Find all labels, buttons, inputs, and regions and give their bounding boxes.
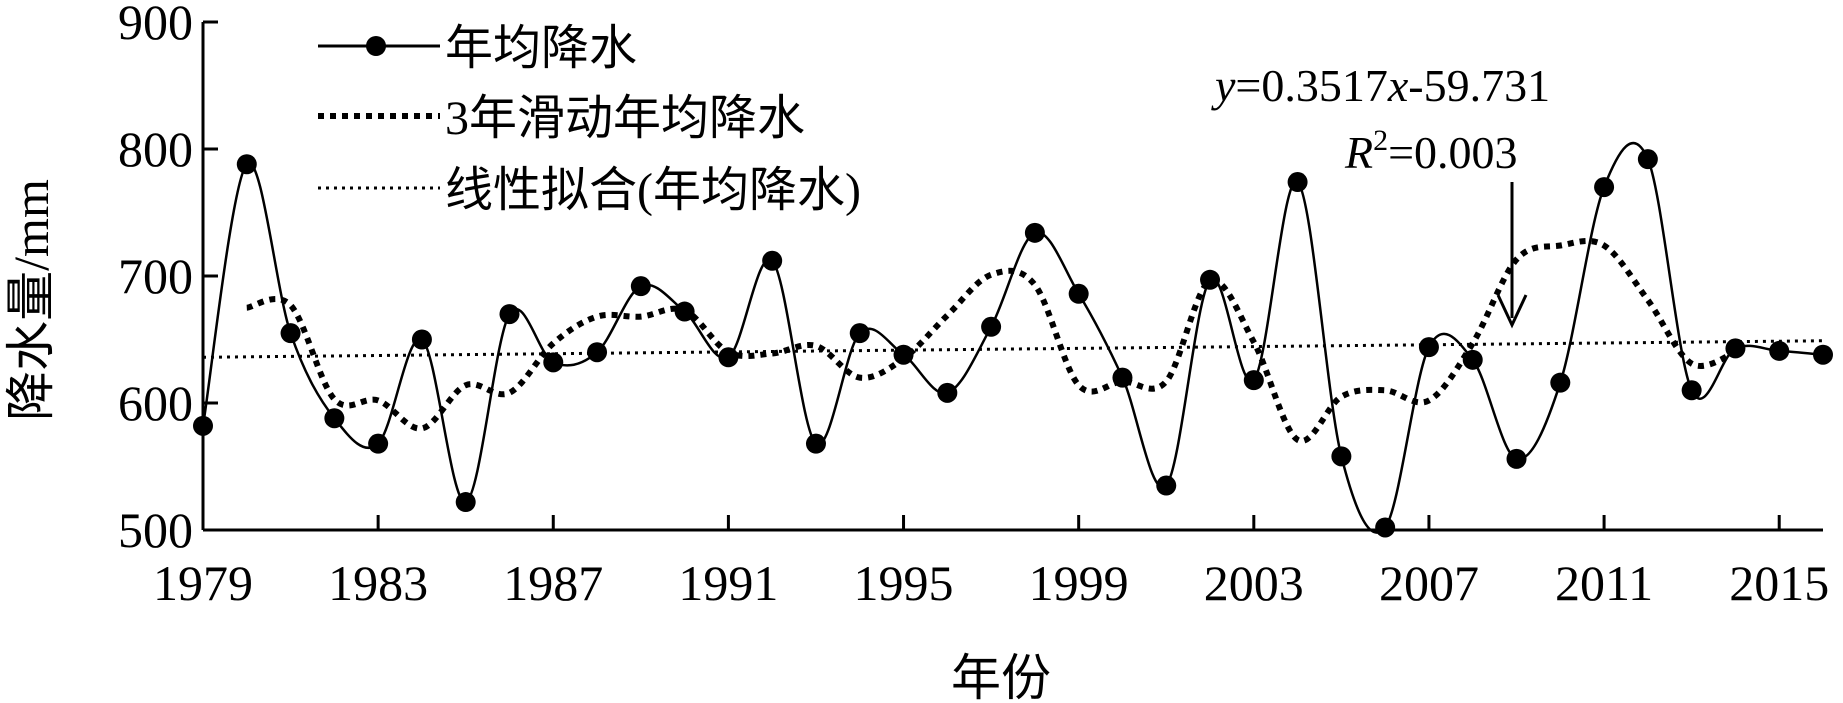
x-tick-label: 1991 — [678, 555, 778, 611]
data-point-annual — [280, 323, 301, 344]
r-squared: R2=0.003 — [1344, 124, 1518, 178]
x-axis-title: 年份 — [951, 650, 1051, 703]
data-point-annual — [1287, 172, 1308, 193]
x-tick-label: 2015 — [1729, 555, 1829, 611]
data-point-annual — [893, 344, 914, 365]
data-point-annual — [1594, 177, 1615, 198]
x-tick-label: 1983 — [328, 555, 428, 611]
data-point-annual — [587, 342, 608, 363]
data-point-annual — [1418, 337, 1439, 358]
x-tick-label: 1987 — [503, 555, 603, 611]
legend-label-moving: 3年滑动年均降水 — [445, 92, 805, 145]
data-point-annual — [1813, 344, 1833, 365]
data-point-annual — [630, 276, 651, 297]
y-tick-label: 500 — [118, 502, 193, 558]
data-point-annual — [1681, 380, 1702, 401]
data-point-annual — [1331, 446, 1352, 467]
data-point-annual — [1068, 283, 1089, 304]
legend-item-linear-fit: 线性拟合(年均降水) — [318, 164, 861, 217]
data-point-annual — [236, 154, 257, 175]
axes — [201, 20, 1823, 532]
data-point-annual — [368, 433, 389, 454]
legend-item-moving-average: 3年滑动年均降水 — [318, 92, 805, 145]
data-point-annual — [718, 347, 739, 368]
annotation-arrow-head — [1496, 294, 1528, 329]
regression-equation: y=0.3517x-59.731 — [1211, 60, 1550, 111]
legend-label-fit: 线性拟合(年均降水) — [445, 164, 861, 217]
data-point-annual — [1462, 349, 1483, 370]
series-moving-average-line — [246, 237, 1737, 444]
data-point-annual — [324, 408, 345, 429]
data-point-annual — [499, 304, 520, 325]
y-tick-label: 700 — [118, 248, 193, 304]
data-point-annual — [1637, 149, 1658, 170]
data-point-annual — [1200, 269, 1221, 290]
data-point-annual — [805, 433, 826, 454]
x-tick-label: 2007 — [1379, 555, 1479, 611]
data-point-annual — [1550, 372, 1571, 393]
legend-item-annual-precip: 年均降水 — [318, 22, 637, 75]
y-tick-label: 800 — [118, 121, 193, 177]
plot-series — [193, 141, 1833, 538]
x-tick-label: 2003 — [1204, 555, 1304, 611]
x-tick-label: 1995 — [854, 555, 954, 611]
data-point-annual — [1769, 340, 1790, 361]
data-point-annual — [981, 316, 1002, 337]
legend-label-annual: 年均降水 — [445, 22, 637, 75]
data-point-annual — [1506, 448, 1527, 469]
y-tick-label: 900 — [118, 0, 193, 50]
series-linear-fit-line — [202, 339, 1824, 359]
x-tick-label: 1999 — [1029, 555, 1129, 611]
data-point-annual — [1156, 475, 1177, 496]
regression-annotation: y=0.3517x-59.731 R2=0.003 — [1211, 60, 1550, 329]
x-tick-label: 2011 — [1555, 555, 1653, 611]
data-point-annual — [1243, 370, 1264, 391]
data-point-annual — [455, 492, 476, 513]
data-point-annual — [674, 301, 695, 322]
y-tick-label: 600 — [118, 375, 193, 431]
data-point-annual — [1375, 517, 1396, 538]
data-point-annual — [849, 323, 870, 344]
data-point-annual — [543, 352, 564, 373]
x-tick-label: 1979 — [153, 555, 253, 611]
data-point-annual — [1725, 338, 1746, 359]
data-point-annual — [1112, 367, 1133, 388]
data-point-annual — [411, 329, 432, 350]
data-point-annual — [937, 382, 958, 403]
y-axis-title: 降水量/mm — [3, 179, 59, 421]
legend: 年均降水 3年滑动年均降水 线性拟合(年均降水) — [318, 22, 861, 217]
data-point-annual — [762, 250, 783, 271]
tick-labels: 500 600 700 800 900 1979 1983 1987 1991 1995 1999 2… — [118, 0, 1829, 611]
legend-marker — [366, 36, 386, 56]
data-point-annual — [1024, 222, 1045, 243]
